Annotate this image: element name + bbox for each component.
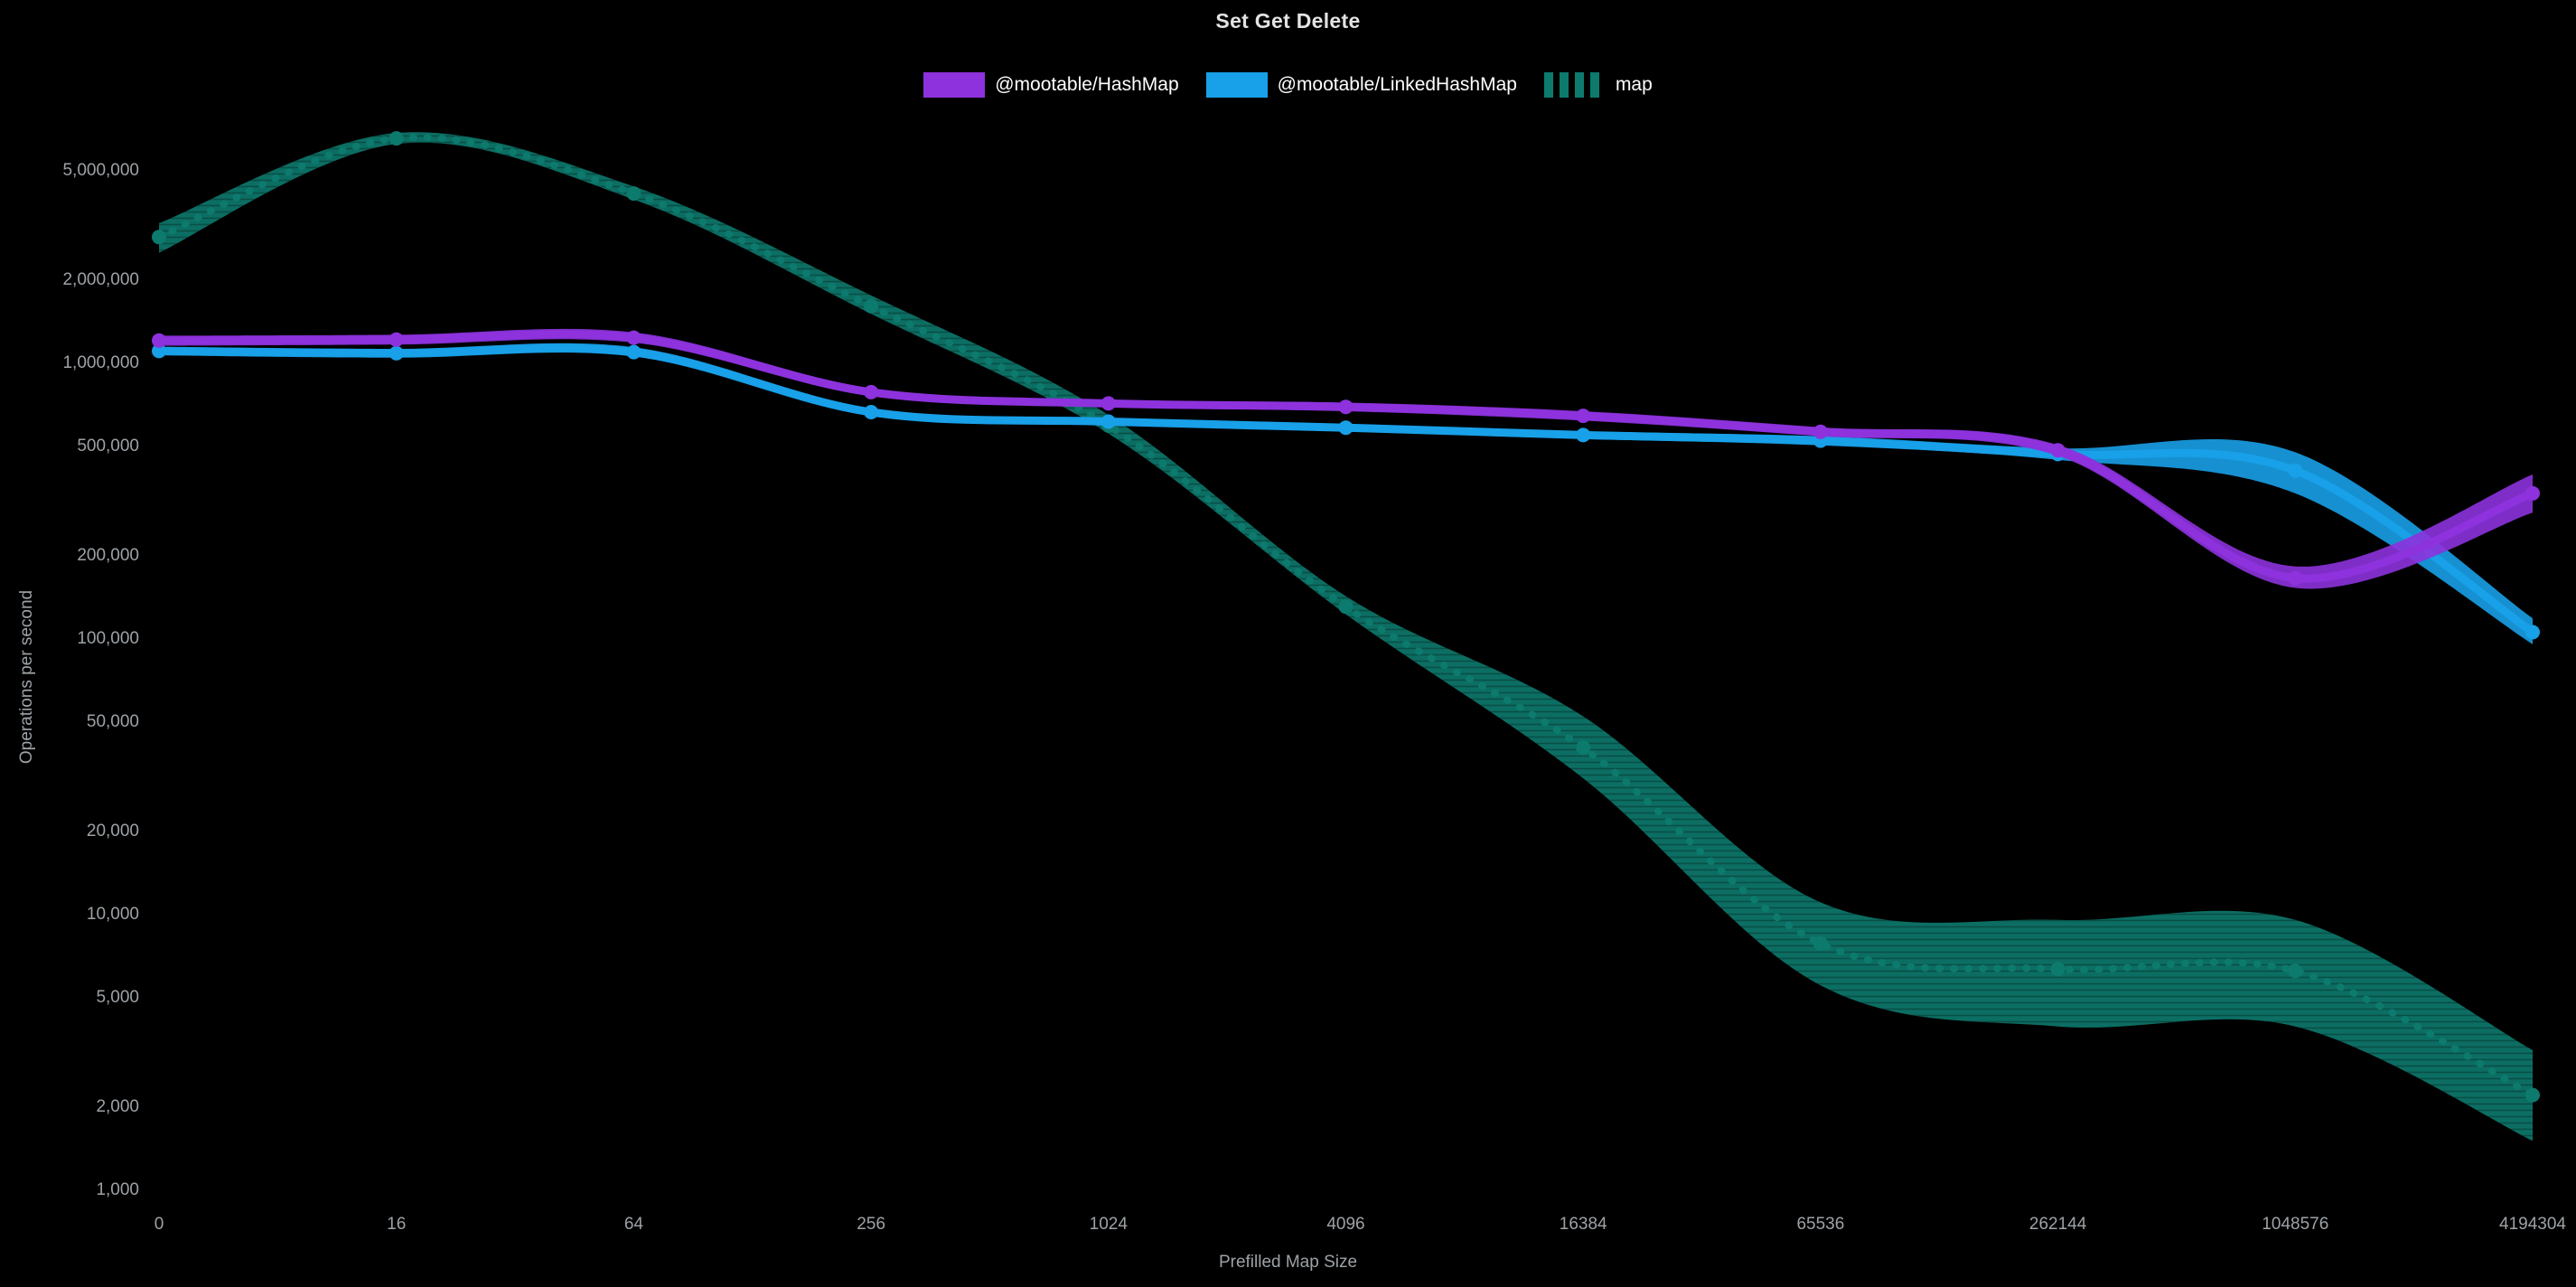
y-tick-label: 200,000 [77,546,139,565]
y-tick-label: 1,000 [96,1180,139,1199]
x-tick-label: 64 [624,1215,644,1234]
x-tick-label: 256 [857,1215,885,1234]
data-point-hashmap[interactable] [1338,399,1354,415]
data-point-map[interactable] [389,131,404,146]
y-tick-label: 20,000 [87,822,139,841]
legend-swatch-hashmap [923,72,986,98]
legend-swatch-linkedhashmap [1205,72,1268,98]
data-point-hashmap[interactable] [626,330,642,345]
data-point-hashmap[interactable] [1101,396,1116,411]
y-tick-label: 10,000 [87,905,139,924]
x-tick-label: 65536 [1796,1215,1844,1234]
y-tick-label: 100,000 [77,629,139,648]
legend-label-hashmap: @mootable/HashMap [995,74,1179,95]
data-point-map[interactable] [2525,1087,2540,1103]
x-tick-label: 0 [155,1215,164,1234]
data-point-linkedhashmap[interactable] [864,405,879,419]
legend-item-map[interactable]: map [1543,72,1653,98]
x-tick-label: 1024 [1090,1215,1129,1234]
legend-swatch-map [1543,72,1606,98]
chart-title: Set Get Delete [1215,9,1361,33]
x-tick-label: 4194304 [2499,1215,2566,1234]
series-band-hatch-map [159,132,2533,1141]
data-point-map[interactable] [1576,740,1591,756]
data-point-map[interactable] [626,186,642,202]
x-tick-label: 16 [387,1215,406,1234]
x-tick-label: 1048576 [2262,1215,2328,1234]
legend-item-linkedhashmap[interactable]: @mootable/LinkedHashMap [1205,72,1517,98]
y-tick-label: 2,000 [96,1097,139,1116]
data-point-hashmap[interactable] [864,384,879,399]
data-point-hashmap[interactable] [2525,485,2540,501]
data-point-linkedhashmap[interactable] [389,345,404,361]
data-point-hashmap[interactable] [152,333,166,348]
data-point-linkedhashmap[interactable] [2288,463,2303,478]
series-line-linkedhashmap [155,343,2537,636]
legend: @mootable/HashMap @mootable/LinkedHashMa… [0,72,2576,98]
legend-item-hashmap[interactable]: @mootable/HashMap [923,72,1179,98]
data-point-hashmap[interactable] [2050,443,2065,458]
y-tick-label: 1,000,000 [62,353,139,372]
data-point-map[interactable] [2050,962,2065,977]
y-tick-label: 50,000 [87,712,139,731]
data-point-linkedhashmap[interactable] [2525,625,2540,640]
data-point-map[interactable] [2288,963,2303,979]
x-tick-label: 4096 [1326,1215,1364,1234]
data-point-map[interactable] [1813,935,1828,951]
x-tick-label: 16384 [1560,1215,1607,1234]
data-point-hashmap[interactable] [389,332,404,347]
data-point-map[interactable] [1338,599,1354,615]
data-point-linkedhashmap[interactable] [1576,427,1591,443]
legend-label-linkedhashmap: @mootable/LinkedHashMap [1277,74,1517,95]
data-point-linkedhashmap[interactable] [626,344,642,360]
data-point-linkedhashmap[interactable] [1338,420,1354,436]
data-point-hashmap[interactable] [2288,570,2303,586]
data-point-map[interactable] [152,230,166,245]
y-tick-label: 5,000 [96,988,139,1007]
y-tick-label: 500,000 [77,437,139,456]
data-point-linkedhashmap[interactable] [1101,414,1116,429]
x-axis-title: Prefilled Map Size [1218,1253,1358,1272]
data-point-hashmap[interactable] [1813,424,1828,439]
data-point-map[interactable] [864,298,879,314]
x-tick-label: 262144 [2029,1215,2087,1234]
data-point-linkedhashmap[interactable] [152,343,166,359]
data-point-hashmap[interactable] [1576,409,1591,424]
y-tick-label: 2,000,000 [62,270,139,289]
legend-label-map: map [1615,74,1653,95]
y-tick-label: 5,000,000 [62,161,139,180]
